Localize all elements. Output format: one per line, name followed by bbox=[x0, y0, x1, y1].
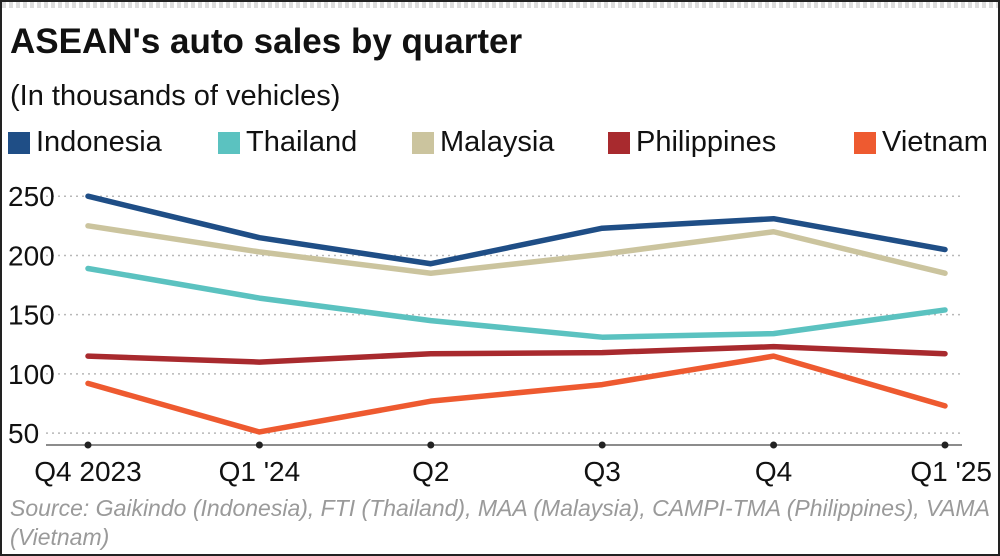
legend-label-indonesia: Indonesia bbox=[36, 126, 162, 158]
x-tick-mark bbox=[941, 441, 949, 449]
y-tick-label: 150 bbox=[8, 300, 55, 331]
legend-item-thailand: Thailand bbox=[218, 126, 357, 159]
legend-item-philippines: Philippines bbox=[608, 126, 776, 159]
x-tick-label: Q3 bbox=[584, 456, 621, 487]
clipped-text-fragment bbox=[2, 2, 998, 8]
legend-item-indonesia: Indonesia bbox=[8, 126, 162, 159]
x-tick-mark bbox=[427, 441, 435, 449]
legend: Indonesia Thailand Malaysia Philippines … bbox=[8, 126, 998, 160]
legend-swatch-vietnam bbox=[854, 131, 876, 154]
chart-subtitle: (In thousands of vehicles) bbox=[10, 80, 341, 112]
series-line-indonesia bbox=[85, 193, 948, 267]
y-tick-label: 50 bbox=[8, 418, 39, 449]
legend-label-philippines: Philippines bbox=[636, 126, 777, 158]
series-line-philippines bbox=[85, 343, 948, 365]
legend-swatch-malaysia bbox=[412, 131, 434, 154]
x-tick-mark bbox=[84, 441, 92, 449]
legend-label-thailand: Thailand bbox=[246, 126, 358, 158]
legend-label-malaysia: Malaysia bbox=[440, 126, 555, 158]
y-tick-label: 100 bbox=[8, 359, 55, 390]
x-tick-label: Q4 bbox=[755, 456, 792, 487]
legend-item-malaysia: Malaysia bbox=[412, 126, 554, 159]
x-tick-label: Q1 '25 bbox=[910, 456, 992, 487]
x-tick-label: Q1 '24 bbox=[219, 456, 301, 487]
series-line-vietnam bbox=[85, 353, 948, 435]
legend-swatch-thailand bbox=[218, 131, 240, 154]
source-note: Source: Gaikindo (Indonesia), FTI (Thail… bbox=[10, 495, 990, 550]
x-tick-label: Q4 2023 bbox=[34, 456, 141, 487]
x-tick-mark bbox=[598, 441, 606, 449]
x-tick-label: Q2 bbox=[412, 456, 449, 487]
legend-item-vietnam: Vietnam bbox=[854, 126, 988, 159]
legend-label-vietnam: Vietnam bbox=[882, 126, 988, 158]
y-tick-label: 200 bbox=[8, 240, 55, 271]
y-tick-label: 250 bbox=[8, 181, 55, 212]
chart-title: ASEAN's auto sales by quarter bbox=[10, 22, 523, 61]
legend-swatch-indonesia bbox=[8, 131, 30, 154]
x-tick-mark bbox=[255, 441, 263, 449]
legend-swatch-philippines bbox=[608, 131, 630, 154]
series-line-thailand bbox=[85, 265, 948, 340]
series-line-malaysia bbox=[85, 223, 948, 276]
x-tick-mark bbox=[770, 441, 778, 449]
